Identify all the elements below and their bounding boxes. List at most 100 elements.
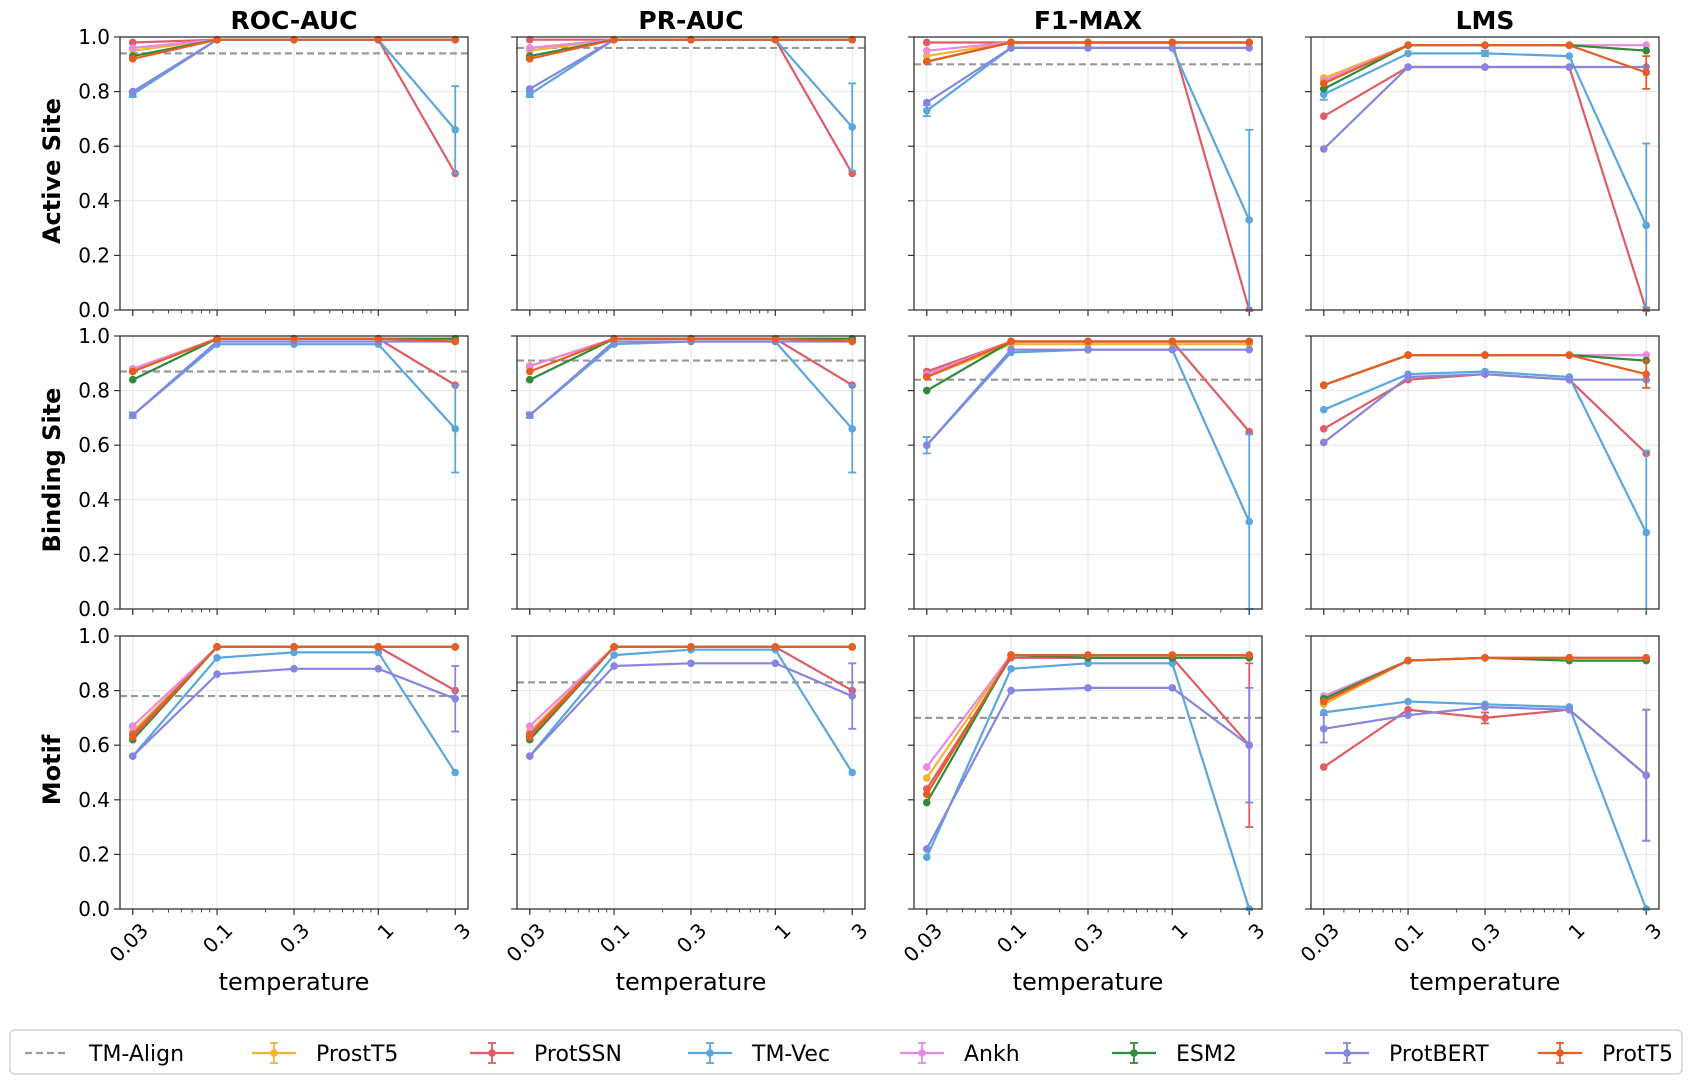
data-point-tm-vec <box>290 648 298 657</box>
data-point-prott5 <box>1245 651 1254 659</box>
column-title-lms: LMS <box>1456 6 1515 35</box>
data-point-prott5 <box>922 373 931 381</box>
panel-frame <box>913 36 1263 311</box>
data-point-ankh <box>1642 41 1651 49</box>
x-tick-label: 0.3 <box>1466 918 1505 957</box>
y-tick-label: 0.6 <box>78 433 110 457</box>
data-point-prott5 <box>374 334 383 343</box>
data-point-tm-vec <box>1007 664 1015 673</box>
data-point-protssn <box>922 38 931 47</box>
y-tick-label: 0.0 <box>78 597 110 621</box>
x-tick-label: 0.3 <box>275 918 314 957</box>
data-point-protbert <box>128 411 137 419</box>
legend-label: ProtBERT <box>1389 1042 1489 1067</box>
data-point-protbert <box>1245 741 1254 749</box>
y-tick-label: 0.6 <box>78 134 110 158</box>
data-point-esm2 <box>1319 85 1328 93</box>
data-point-tm-vec <box>922 853 931 861</box>
data-point-prott5 <box>610 334 618 343</box>
panel-binding-site-lms <box>1305 335 1660 615</box>
panel-motif-pr-auc: 0.03 0.1 0.3 1 3 <box>502 635 873 967</box>
x-tick-label: 0.3 <box>672 918 711 957</box>
legend-swatch-marker <box>488 1049 496 1057</box>
legend-entry-esm2: ESM2 <box>1112 1042 1237 1067</box>
data-point-protbert <box>1481 703 1489 711</box>
y-tick-label: 0.6 <box>78 733 110 757</box>
series-group <box>1319 41 1651 312</box>
data-point-protbert <box>1642 771 1651 780</box>
panel-active-site-roc-auc: 0.0 0.2 0.4 0.6 0.8 1.0 <box>78 25 469 322</box>
data-point-prott5 <box>213 643 221 651</box>
data-point-tm-vec <box>922 106 931 115</box>
data-point-prott5 <box>1245 337 1254 346</box>
data-point-prott5 <box>451 35 460 44</box>
data-point-prott5 <box>1642 654 1651 662</box>
row-titles: Active Site Binding Site Motif <box>38 98 66 805</box>
x-tick-label: 0.03 <box>105 918 153 966</box>
data-point-prostt5 <box>922 52 931 60</box>
panel-frame <box>119 36 469 311</box>
panel-binding-site-roc-auc: 0.0 0.2 0.4 0.6 0.8 1.0 <box>78 324 469 621</box>
y-tick-label: 0.4 <box>78 488 110 512</box>
data-point-protbert <box>1007 686 1015 695</box>
data-point-tm-vec <box>1245 517 1254 526</box>
data-point-protbert <box>1481 63 1489 71</box>
legend-swatch-marker <box>1343 1049 1351 1057</box>
x-tick-label: 0.1 <box>595 918 634 957</box>
legend-frame <box>9 1029 1683 1075</box>
data-point-protssn <box>1404 705 1412 714</box>
series-group <box>525 643 857 777</box>
data-point-tm-vec <box>848 768 857 777</box>
data-point-protbert <box>610 662 618 670</box>
column-titles: ROC-AUC PR-AUC F1-MAX LMS <box>230 6 1514 35</box>
y-tick-label: 0.0 <box>78 897 110 921</box>
data-point-protbert <box>525 411 534 419</box>
data-point-protbert <box>525 752 534 760</box>
data-point-tm-vec <box>1319 405 1328 414</box>
panel-frame <box>119 335 469 610</box>
x-axis-labels: temperature temperature temperature temp… <box>219 968 1561 996</box>
data-point-prott5 <box>1084 38 1092 47</box>
x-tick-label: 0.03 <box>502 918 550 966</box>
data-point-protbert <box>1084 345 1092 354</box>
data-point-protbert <box>1404 63 1412 71</box>
data-point-tm-vec <box>1245 216 1254 224</box>
x-tick-label: 1 <box>1167 918 1193 944</box>
data-point-tm-vec <box>848 425 857 433</box>
data-point-protbert <box>848 692 857 700</box>
data-point-esm2 <box>1642 46 1651 55</box>
data-point-protssn <box>1319 112 1328 120</box>
x-tick-label: 1 <box>770 918 796 944</box>
data-point-prott5 <box>451 337 460 346</box>
data-point-protbert <box>1084 44 1092 52</box>
data-point-prott5 <box>610 35 618 44</box>
data-point-prott5 <box>1245 38 1254 47</box>
data-point-protbert <box>687 659 695 668</box>
data-point-protssn <box>128 38 137 47</box>
data-point-esm2 <box>128 375 137 384</box>
data-point-ankh <box>525 362 534 370</box>
series-group <box>128 643 460 777</box>
data-point-tm-vec <box>1084 659 1092 668</box>
data-point-ankh <box>128 722 137 730</box>
data-point-tm-vec <box>1404 49 1412 58</box>
series-group <box>1319 654 1651 911</box>
series-group <box>525 35 857 178</box>
x-tick-label: 3 <box>1244 918 1270 944</box>
legend-entry-prott5: ProtT5 <box>1538 1042 1673 1067</box>
data-point-protbert <box>922 441 931 450</box>
data-point-prott5 <box>1168 337 1177 346</box>
data-point-protbert <box>1319 725 1328 733</box>
data-point-tm-vec <box>1404 697 1412 706</box>
legend: TM-Align ProstT5 ProtSSN TM-Vec Ankh ESM2 Prot… <box>9 1029 1683 1075</box>
data-point-prott5 <box>1007 38 1015 47</box>
data-point-prott5 <box>1319 381 1328 389</box>
data-point-protbert <box>1245 44 1254 52</box>
data-point-tm-vec <box>848 123 857 131</box>
data-point-prott5 <box>525 55 534 63</box>
data-point-protbert <box>1565 375 1574 384</box>
data-point-tm-vec <box>451 126 460 134</box>
data-point-prott5 <box>128 733 137 741</box>
data-point-tm-vec <box>1168 659 1177 668</box>
